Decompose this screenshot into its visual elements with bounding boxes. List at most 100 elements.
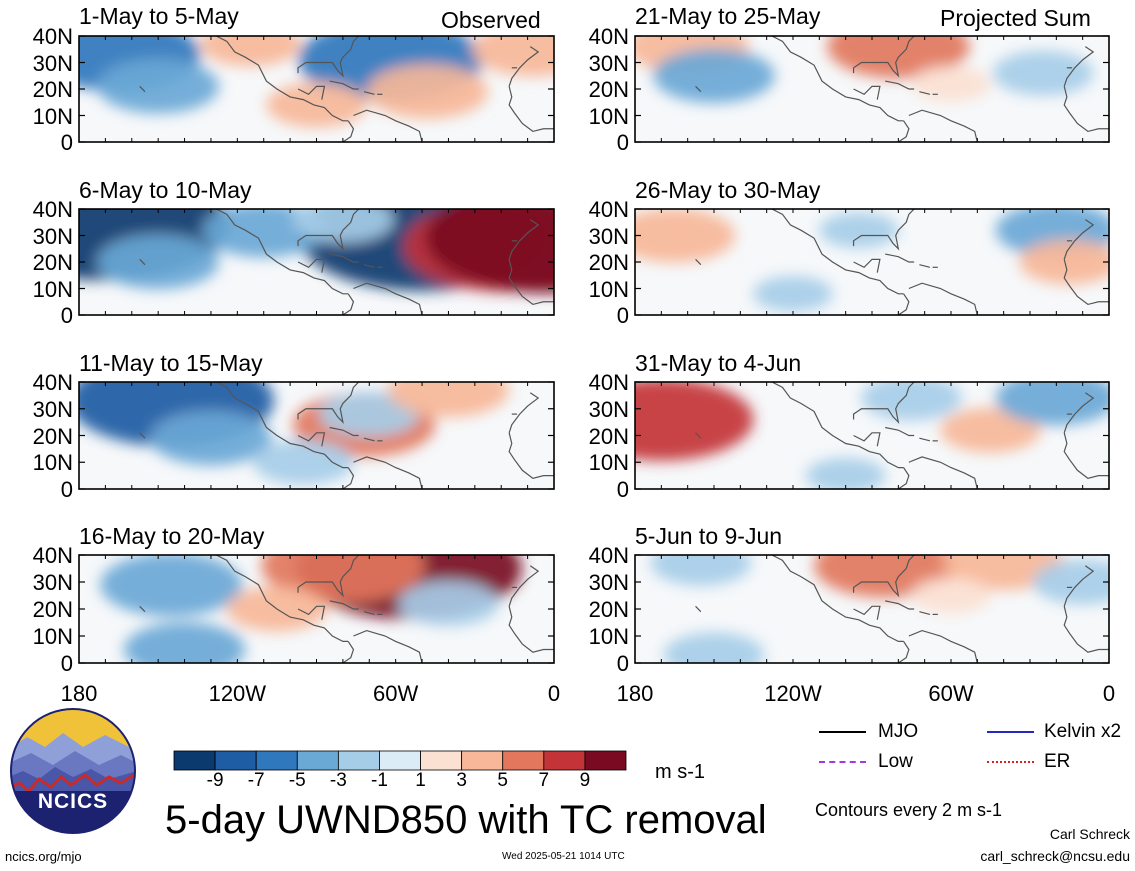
ytick-label: 30N [32, 50, 73, 76]
coastline-1 [771, 36, 904, 122]
panel-title-5: 21-May to 25-May [635, 3, 821, 29]
colorbar-swatch-5 [337, 750, 380, 771]
coastline-2 [297, 382, 360, 424]
ytick-label: 40N [588, 370, 629, 395]
coastline-2 [852, 555, 915, 598]
logo-emblem [10, 708, 136, 834]
coastline-1 [771, 209, 904, 295]
panel-title-3: 11-May to 15-May [79, 350, 263, 376]
coastline-4 [342, 641, 355, 663]
panel-1 [78, 35, 555, 143]
coastline-6 [1063, 606, 1109, 653]
colorbar-tick-label: 7 [538, 770, 550, 791]
coastline-1 [215, 382, 349, 469]
ytick-label: 30N [588, 396, 629, 422]
ytick-label: 20N [588, 597, 629, 622]
coastline-9 [919, 611, 931, 615]
xtick-label: 180 [60, 681, 98, 706]
coastline-2 [852, 382, 915, 424]
anomaly-patch-5 [472, 36, 554, 77]
coastline-5 [908, 282, 978, 315]
anomaly-patch-5 [805, 457, 886, 489]
panel-8 [634, 554, 1110, 664]
colorbar-swatch-8 [461, 750, 504, 771]
ytick-label: 20N [588, 77, 629, 102]
coastline-2 [852, 209, 915, 251]
coastline-4 [342, 120, 355, 142]
coastline-3 [297, 432, 326, 447]
ytick-label: 30N [588, 570, 629, 595]
coastline-2 [852, 36, 915, 78]
ytick-label: 10N [32, 450, 73, 476]
colorbar-tick-label: 1 [415, 770, 426, 791]
ytick-label: 30N [32, 223, 73, 249]
anomaly-patch-4 [1032, 559, 1109, 605]
site-link[interactable]: ncics.org/mjo [5, 849, 82, 864]
ytick-label: 0 [60, 477, 73, 502]
coastline-11 [695, 605, 702, 613]
coastline-6 [1063, 259, 1109, 306]
colorbar [173, 750, 627, 771]
logo-text: NCICS [37, 790, 109, 813]
colorbar-tick-label: 9 [579, 770, 591, 791]
panel-4 [78, 554, 555, 664]
ytick-label: 40N [588, 197, 629, 222]
ytick-label: 20N [588, 423, 629, 449]
coastline-7 [1063, 392, 1095, 434]
coastline-3 [853, 605, 881, 620]
xtick-label: 0 [547, 681, 561, 706]
coastline-8 [885, 426, 915, 437]
coastline-5 [353, 629, 423, 663]
ytick-label: 10N [32, 103, 73, 129]
colorbar-swatch-7 [420, 750, 463, 771]
coastline-1 [215, 555, 349, 643]
coastline-5 [908, 109, 978, 142]
legend-label-er: ER [1044, 751, 1071, 772]
ytick-label: 30N [588, 50, 629, 76]
ytick-label: 0 [60, 651, 73, 676]
coastline-8 [329, 600, 359, 610]
ytick-label: 0 [616, 651, 629, 676]
anomaly-patch-6 [123, 622, 246, 663]
coastline-7 [508, 392, 540, 434]
colorbar-swatch-10 [543, 750, 586, 771]
contour-note: Contours every 2 m s-1 [815, 800, 1003, 820]
coastline-11 [139, 85, 146, 93]
coastline-8 [885, 600, 915, 610]
legend-label-low: Low [878, 751, 913, 772]
figure-title: 5-day UWND850 with TC removal [165, 798, 767, 842]
anomaly-patch-1 [100, 555, 243, 617]
anomaly-patch-5 [97, 234, 219, 290]
coastline-8 [329, 426, 359, 437]
coastline-4 [897, 293, 910, 315]
colorbar-swatch-11 [584, 750, 627, 771]
colorbar-tick-label: -7 [247, 770, 265, 791]
colorbar-swatch-1 [173, 750, 216, 771]
anomaly-patch-3 [818, 212, 899, 249]
coastline-8 [329, 253, 359, 263]
xtick-label: 0 [1102, 681, 1116, 706]
anomaly-patch-5 [753, 275, 833, 312]
coastline-9 [919, 437, 931, 442]
xtick-label: 120W [764, 681, 822, 706]
ytick-label: 20N [32, 423, 73, 449]
coastline-5 [908, 456, 978, 489]
coastline-4 [897, 467, 910, 489]
panel-title-2: 6-May to 10-May [79, 177, 252, 203]
colorbar-swatch-2 [214, 750, 257, 771]
coastline-8 [329, 80, 359, 90]
author-email[interactable]: carl_schreck@ncsu.edu [980, 848, 1130, 864]
anomaly-patch-1 [635, 209, 736, 263]
ytick-label: 10N [588, 276, 629, 302]
coastline-5 [353, 109, 423, 142]
ytick-label: 40N [32, 24, 73, 49]
coastline-9 [363, 91, 375, 95]
ytick-label: 40N [32, 370, 73, 395]
anomaly-patch-4 [1019, 239, 1109, 285]
ytick-label: 30N [32, 396, 73, 422]
anomaly-patch-7 [292, 209, 394, 243]
coastline-7 [1063, 219, 1095, 260]
coastline-11 [139, 258, 146, 266]
coastline-6 [508, 86, 554, 133]
